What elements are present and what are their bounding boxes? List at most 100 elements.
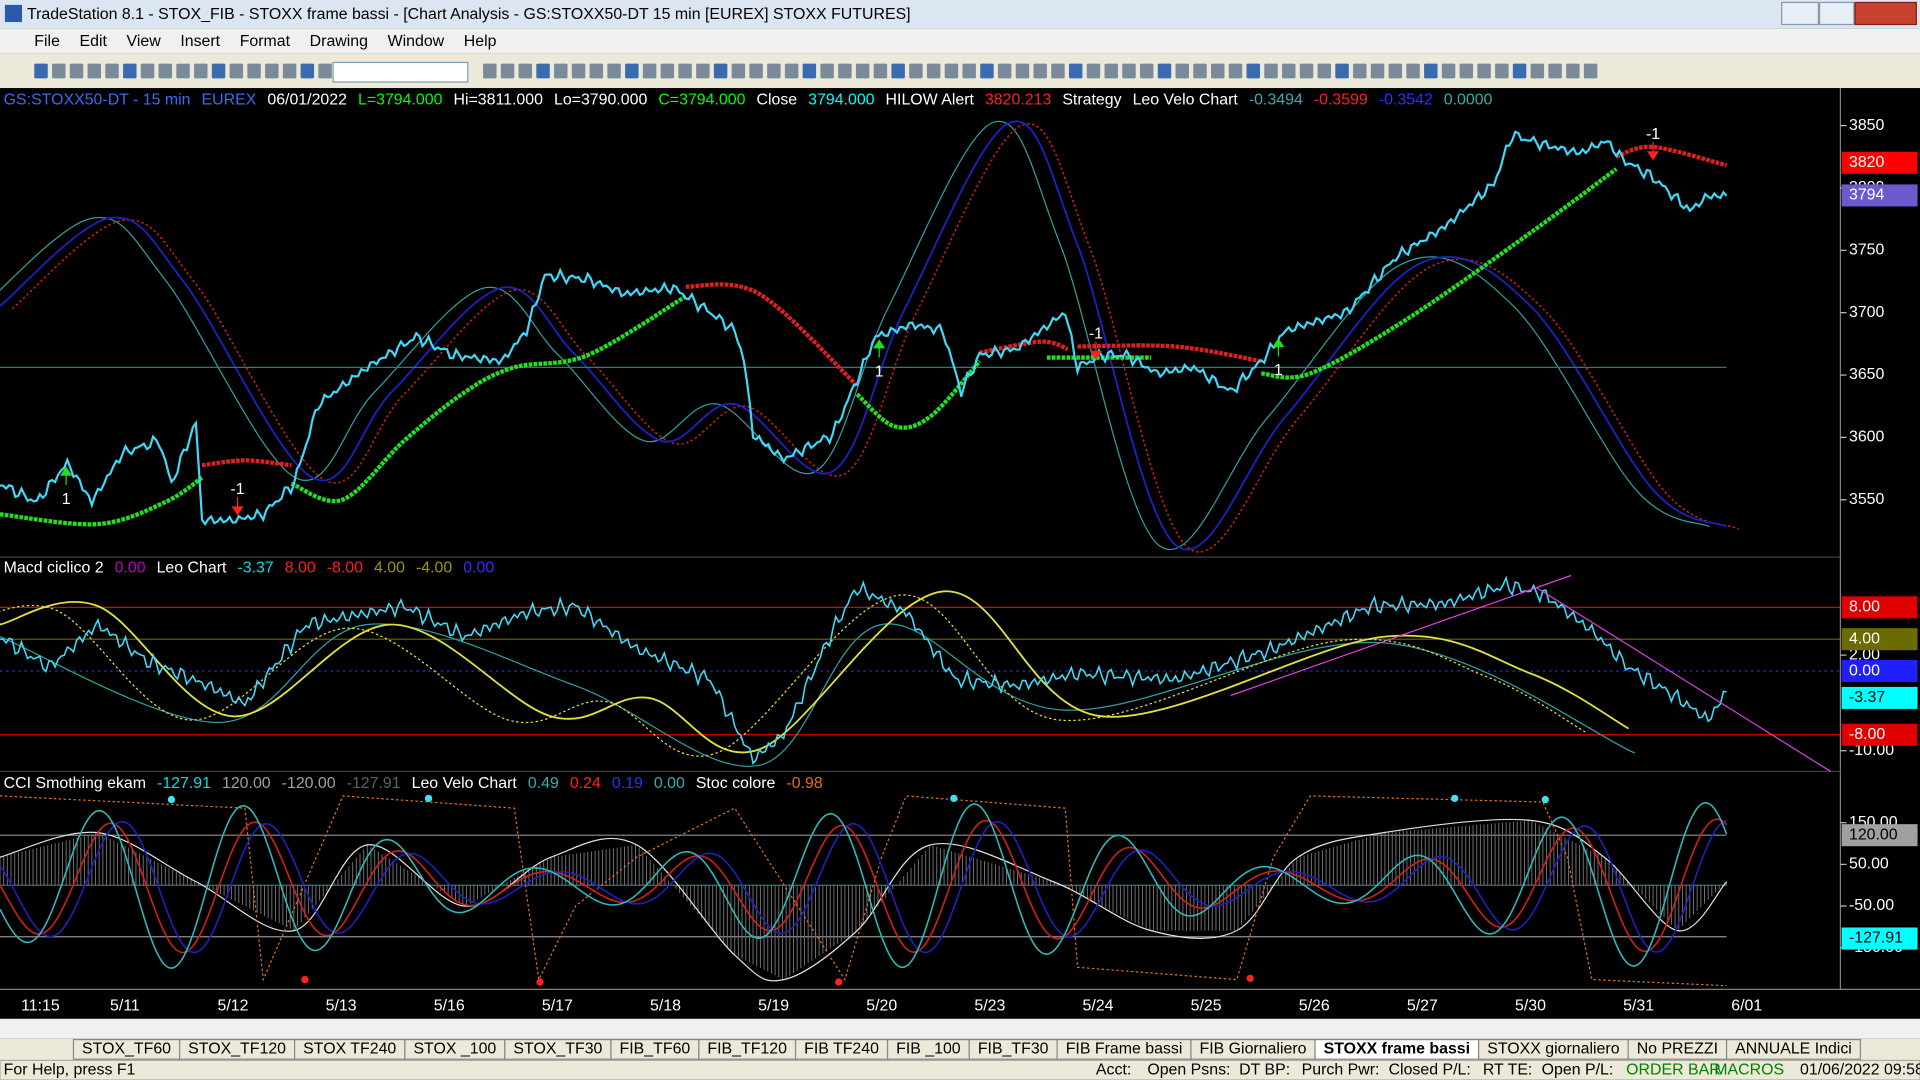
tab-label[interactable]: FIB_TF60 bbox=[620, 1041, 691, 1058]
toolbar-button[interactable] bbox=[282, 63, 297, 79]
toolbar-dropdown[interactable] bbox=[332, 61, 469, 83]
tab-label[interactable]: STOX TF240 bbox=[303, 1041, 396, 1058]
menu-item[interactable]: Edit bbox=[80, 33, 108, 50]
toolbar-button[interactable] bbox=[536, 63, 550, 79]
toolbar-button[interactable] bbox=[625, 63, 639, 79]
toolbar-button[interactable] bbox=[926, 63, 941, 79]
tab-label[interactable]: No PREZZI bbox=[1637, 1041, 1718, 1058]
toolbar-button[interactable] bbox=[1495, 63, 1509, 79]
toolbar-button[interactable] bbox=[589, 63, 604, 79]
toolbar-button[interactable] bbox=[1086, 63, 1101, 79]
toolbar-button[interactable] bbox=[1175, 63, 1189, 79]
menu-item[interactable]: Format bbox=[240, 33, 291, 50]
toolbar-button[interactable] bbox=[1122, 63, 1136, 79]
toolbar-button[interactable] bbox=[962, 63, 976, 79]
toolbar-button[interactable] bbox=[1512, 63, 1527, 79]
toolbar-button[interactable] bbox=[855, 63, 870, 79]
toolbar-button[interactable] bbox=[1388, 63, 1403, 79]
toolbar-button[interactable] bbox=[660, 63, 675, 79]
maximize-button[interactable] bbox=[1818, 1, 1855, 26]
toolbar-button[interactable] bbox=[247, 63, 261, 79]
toolbar-button[interactable] bbox=[891, 63, 905, 79]
toolbar-button[interactable] bbox=[1157, 63, 1172, 79]
toolbar-button[interactable] bbox=[713, 63, 728, 79]
toolbar-button[interactable] bbox=[554, 63, 568, 79]
toolbar-button[interactable] bbox=[105, 63, 119, 79]
menu-item[interactable]: File bbox=[34, 33, 60, 50]
menu-item[interactable]: Drawing bbox=[310, 33, 368, 50]
tab-label[interactable]: STOX_TF60 bbox=[82, 1041, 171, 1058]
toolbar-button[interactable] bbox=[767, 63, 781, 79]
toolbar-button[interactable] bbox=[87, 63, 102, 79]
toolbar-button[interactable] bbox=[1477, 63, 1491, 79]
toolbar-button[interactable] bbox=[749, 63, 763, 79]
toolbar-button[interactable] bbox=[34, 63, 48, 79]
toolbar-button[interactable] bbox=[1335, 63, 1349, 79]
toolbar-button[interactable] bbox=[1353, 63, 1367, 79]
toolbar-button[interactable] bbox=[229, 63, 244, 79]
toolbar-button[interactable] bbox=[1104, 63, 1118, 79]
toolbar-button[interactable] bbox=[1140, 63, 1154, 79]
tab-label[interactable]: FIB Frame bassi bbox=[1066, 1041, 1183, 1058]
toolbar-button[interactable] bbox=[518, 63, 533, 79]
toolbar-button[interactable] bbox=[1051, 63, 1065, 79]
toolbar-button[interactable] bbox=[820, 63, 834, 79]
menu-item[interactable]: Insert bbox=[180, 33, 220, 50]
toolbar-button[interactable] bbox=[1459, 63, 1474, 79]
toolbar-button[interactable] bbox=[123, 63, 137, 79]
menu-item[interactable]: View bbox=[127, 33, 162, 50]
toolbar-button[interactable] bbox=[997, 63, 1012, 79]
toolbar-button[interactable] bbox=[140, 63, 155, 79]
tab-label[interactable]: STOX_TF120 bbox=[188, 1041, 286, 1058]
toolbar-button[interactable] bbox=[1246, 63, 1260, 79]
toolbar-button[interactable] bbox=[52, 63, 66, 79]
toolbar-button[interactable] bbox=[1015, 63, 1030, 79]
tab-label[interactable]: STOXX frame bassi bbox=[1324, 1041, 1470, 1058]
toolbar-button[interactable] bbox=[980, 63, 994, 79]
scroll-bar[interactable] bbox=[0, 1018, 1920, 1039]
toolbar-button[interactable] bbox=[1264, 63, 1278, 79]
toolbar-button[interactable] bbox=[784, 63, 799, 79]
toolbar-button[interactable] bbox=[1583, 63, 1598, 79]
toolbar-button[interactable] bbox=[802, 63, 817, 79]
toolbar-button[interactable] bbox=[1193, 63, 1207, 79]
minimize-button[interactable] bbox=[1781, 1, 1819, 26]
toolbar-button[interactable] bbox=[69, 63, 84, 79]
toolbar-button[interactable] bbox=[300, 63, 315, 79]
toolbar-button[interactable] bbox=[1406, 63, 1420, 79]
tab-label[interactable]: FIB _100 bbox=[896, 1041, 961, 1058]
menu-item[interactable]: Help bbox=[464, 33, 497, 50]
toolbar-button[interactable] bbox=[1370, 63, 1385, 79]
toolbar-button[interactable] bbox=[909, 63, 923, 79]
toolbar-button[interactable] bbox=[1299, 63, 1314, 79]
menu-item[interactable]: Window bbox=[388, 33, 445, 50]
tab-label[interactable]: ANNUALE Indici bbox=[1735, 1041, 1852, 1058]
toolbar-button[interactable] bbox=[176, 63, 190, 79]
toolbar-button[interactable] bbox=[483, 63, 497, 79]
toolbar-button[interactable] bbox=[731, 63, 746, 79]
toolbar-button[interactable] bbox=[1317, 63, 1332, 79]
toolbar-button[interactable] bbox=[1228, 63, 1243, 79]
tab-label[interactable]: STOXX giornaliero bbox=[1487, 1041, 1619, 1058]
tab-label[interactable]: FIB Giornaliero bbox=[1200, 1041, 1307, 1058]
toolbar-button[interactable] bbox=[1548, 63, 1562, 79]
toolbar-button[interactable] bbox=[678, 63, 692, 79]
toolbar-button[interactable] bbox=[1282, 63, 1296, 79]
toolbar-button[interactable] bbox=[607, 63, 621, 79]
toolbar-button[interactable] bbox=[1211, 63, 1225, 79]
toolbar-button[interactable] bbox=[1566, 63, 1580, 79]
toolbar-button[interactable] bbox=[571, 63, 586, 79]
toolbar-button[interactable] bbox=[500, 63, 515, 79]
toolbar-button[interactable] bbox=[642, 63, 657, 79]
toolbar-button[interactable] bbox=[158, 63, 173, 79]
tab-label[interactable]: STOX _100 bbox=[413, 1041, 496, 1058]
toolbar-button[interactable] bbox=[1441, 63, 1456, 79]
toolbar-button[interactable] bbox=[944, 63, 959, 79]
toolbar-button[interactable] bbox=[873, 63, 888, 79]
toolbar-button[interactable] bbox=[1033, 63, 1047, 79]
toolbar-button[interactable] bbox=[696, 63, 710, 79]
tab-label[interactable]: FIB_TF30 bbox=[978, 1041, 1049, 1058]
toolbar-button[interactable] bbox=[318, 63, 332, 79]
tab-label[interactable]: STOX_TF30 bbox=[513, 1041, 602, 1058]
toolbar-button[interactable] bbox=[211, 63, 226, 79]
